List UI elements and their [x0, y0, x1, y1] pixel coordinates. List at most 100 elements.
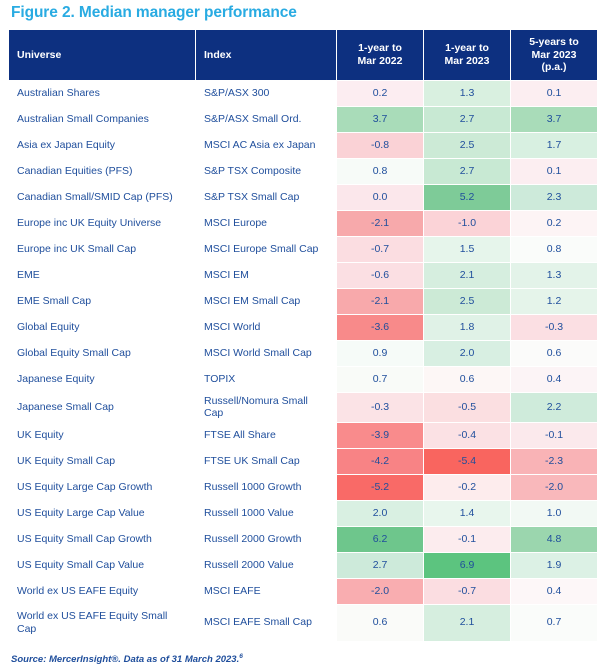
- cell-universe: Global Equity: [9, 314, 195, 340]
- table-row: Canadian Small/SMID Cap (PFS) S&P TSX Sma…: [9, 184, 597, 210]
- source-note: Source: MercerInsight®. Data as of 31 Ma…: [8, 642, 594, 666]
- table-row: Global Equity Small Cap MSCI World Small …: [9, 340, 597, 366]
- cell-value: -2.0: [337, 578, 423, 604]
- cell-index: FTSE All Share: [196, 422, 336, 448]
- table-row: Australian Small Companies S&P/ASX Small …: [9, 106, 597, 132]
- cell-value: 2.0: [337, 500, 423, 526]
- cell-value: -0.8: [337, 132, 423, 158]
- cell-universe: US Equity Small Cap Value: [9, 552, 195, 578]
- source-footnote-marker: 6: [239, 652, 243, 660]
- cell-value: 2.5: [424, 132, 510, 158]
- cell-value: 6.9: [424, 552, 510, 578]
- table-row: US Equity Small Cap Value Russell 2000 Va…: [9, 552, 597, 578]
- cell-value: -0.1: [511, 422, 597, 448]
- table-row: US Equity Small Cap Growth Russell 2000 G…: [9, 526, 597, 552]
- cell-value: 2.1: [424, 262, 510, 288]
- cell-value: 2.7: [337, 552, 423, 578]
- cell-universe: Australian Small Companies: [9, 106, 195, 132]
- column-header-index: Index: [196, 30, 336, 80]
- cell-value: 2.0: [424, 340, 510, 366]
- cell-index: MSCI World: [196, 314, 336, 340]
- cell-value: 0.1: [511, 158, 597, 184]
- cell-universe: Japanese Equity: [9, 366, 195, 392]
- cell-value: -3.6: [337, 314, 423, 340]
- cell-value: -1.0: [424, 210, 510, 236]
- column-header-1y-mar-2023: 1-year to Mar 2023: [424, 30, 510, 80]
- cell-value: -5.4: [424, 448, 510, 474]
- cell-value: 2.1: [424, 604, 510, 641]
- table-body: Australian Shares S&P/ASX 300 0.2 1.3 0.1 Aus…: [9, 80, 597, 641]
- cell-universe: Asia ex Japan Equity: [9, 132, 195, 158]
- cell-value: 1.9: [511, 552, 597, 578]
- cell-value: -0.5: [424, 392, 510, 422]
- cell-value: -0.3: [337, 392, 423, 422]
- column-header-1y-mar-2023-line2: Mar 2023: [444, 54, 490, 67]
- cell-value: -4.2: [337, 448, 423, 474]
- table-header: Universe Index 1-year to Mar 2022 1-year…: [9, 30, 597, 80]
- cell-index: MSCI World Small Cap: [196, 340, 336, 366]
- cell-value: 0.7: [337, 366, 423, 392]
- cell-value: 0.8: [511, 236, 597, 262]
- column-header-5y-mar-2023: 5-years to Mar 2023 (p.a.): [511, 30, 597, 80]
- cell-universe: Europe inc UK Small Cap: [9, 236, 195, 262]
- table-row: Canadian Equities (PFS) S&P TSX Composite…: [9, 158, 597, 184]
- cell-index: S&P/ASX Small Ord.: [196, 106, 336, 132]
- table-row: US Equity Large Cap Growth Russell 1000 G…: [9, 474, 597, 500]
- table-row: Global Equity MSCI World -3.6 1.8 -0.3: [9, 314, 597, 340]
- table-row: UK Equity FTSE All Share -3.9 -0.4 -0.1: [9, 422, 597, 448]
- table-row: EME Small Cap MSCI EM Small Cap -2.1 2.5 1.2: [9, 288, 597, 314]
- cell-value: 3.7: [511, 106, 597, 132]
- cell-index: Russell 1000 Value: [196, 500, 336, 526]
- cell-universe: EME Small Cap: [9, 288, 195, 314]
- cell-value: -5.2: [337, 474, 423, 500]
- cell-value: 2.3: [511, 184, 597, 210]
- cell-value: 1.7: [511, 132, 597, 158]
- table-row: World ex US EAFE Equity Small Cap MSCI EA…: [9, 604, 597, 641]
- cell-universe: Europe inc UK Equity Universe: [9, 210, 195, 236]
- table-row: Europe inc UK Small Cap MSCI Europe Small…: [9, 236, 597, 262]
- cell-value: -0.2: [424, 474, 510, 500]
- cell-universe: US Equity Small Cap Growth: [9, 526, 195, 552]
- table-row: Australian Shares S&P/ASX 300 0.2 1.3 0.1: [9, 80, 597, 106]
- column-header-5y-mar-2023-line2: Mar 2023: [531, 48, 577, 61]
- cell-index: S&P TSX Composite: [196, 158, 336, 184]
- cell-value: 2.7: [424, 158, 510, 184]
- cell-value: 0.9: [337, 340, 423, 366]
- cell-value: -0.7: [337, 236, 423, 262]
- cell-value: -2.1: [337, 210, 423, 236]
- cell-value: 0.0: [337, 184, 423, 210]
- column-header-1y-mar-2022-line1: 1-year to: [358, 42, 402, 55]
- column-header-1y-mar-2022: 1-year to Mar 2022: [337, 30, 423, 80]
- cell-universe: Australian Shares: [9, 80, 195, 106]
- cell-universe: World ex US EAFE Equity: [9, 578, 195, 604]
- cell-index: Russell 2000 Value: [196, 552, 336, 578]
- cell-universe: Global Equity Small Cap: [9, 340, 195, 366]
- cell-value: -0.7: [424, 578, 510, 604]
- cell-index: S&P TSX Small Cap: [196, 184, 336, 210]
- cell-index: TOPIX: [196, 366, 336, 392]
- cell-value: 0.6: [511, 340, 597, 366]
- table-row: Japanese Small Cap Russell/Nomura Small C…: [9, 392, 597, 422]
- table-header-row: Universe Index 1-year to Mar 2022 1-year…: [9, 30, 597, 80]
- cell-universe: Canadian Equities (PFS): [9, 158, 195, 184]
- table-row: World ex US EAFE Equity MSCI EAFE -2.0 -0.7…: [9, 578, 597, 604]
- cell-value: 1.5: [424, 236, 510, 262]
- cell-value: -2.1: [337, 288, 423, 314]
- column-header-1y-mar-2022-line2: Mar 2022: [357, 54, 403, 67]
- cell-universe: UK Equity: [9, 422, 195, 448]
- cell-index: FTSE UK Small Cap: [196, 448, 336, 474]
- cell-value: 6.2: [337, 526, 423, 552]
- cell-universe: US Equity Large Cap Growth: [9, 474, 195, 500]
- cell-value: 0.2: [511, 210, 597, 236]
- table-row: Japanese Equity TOPIX 0.7 0.6 0.4: [9, 366, 597, 392]
- cell-value: -0.1: [424, 526, 510, 552]
- table-row: US Equity Large Cap Value Russell 1000 Va…: [9, 500, 597, 526]
- cell-universe: Canadian Small/SMID Cap (PFS): [9, 184, 195, 210]
- cell-universe: Japanese Small Cap: [9, 392, 195, 422]
- cell-index: Russell 2000 Growth: [196, 526, 336, 552]
- table-row: EME MSCI EM -0.6 2.1 1.3: [9, 262, 597, 288]
- cell-universe: EME: [9, 262, 195, 288]
- cell-index: MSCI AC Asia ex Japan: [196, 132, 336, 158]
- cell-universe: World ex US EAFE Equity Small Cap: [9, 604, 195, 641]
